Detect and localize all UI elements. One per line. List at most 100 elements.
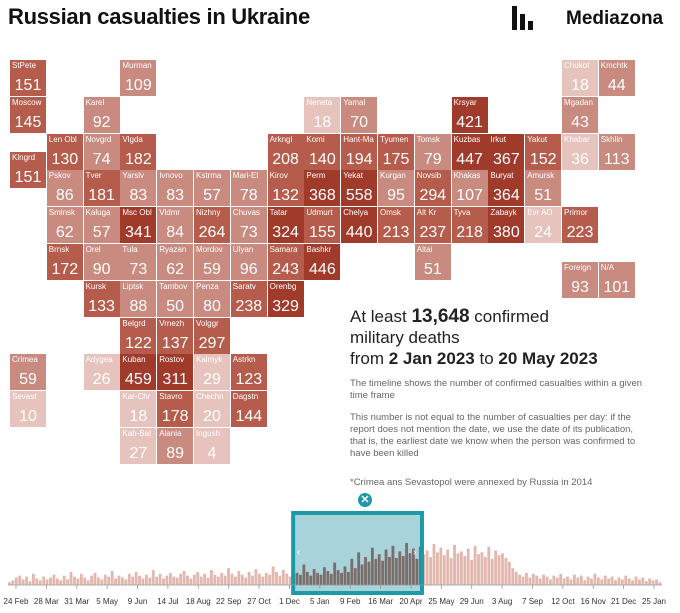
region-cell[interactable]: Tambov 50 (157, 280, 194, 317)
region-cell[interactable]: Alt Kr 237 (414, 207, 451, 244)
region-cell[interactable]: Belgrd 122 (120, 317, 157, 354)
region-cell[interactable]: Khakas 107 (451, 170, 488, 207)
region-cell[interactable]: Smlnsk 62 (46, 207, 83, 244)
region-cell[interactable]: Foreign 93 (562, 262, 598, 299)
region-cell[interactable]: Krsyar 421 (451, 96, 488, 133)
region-cell[interactable]: Penza 80 (194, 280, 230, 317)
region-cell[interactable]: Kirov 132 (267, 170, 304, 207)
region-cell[interactable]: Yakut 152 (525, 133, 562, 170)
region-cell[interactable]: Liptsk 88 (120, 280, 157, 317)
region-cell[interactable]: Klngrd 151 (10, 152, 46, 188)
region-cell[interactable]: Novsib 294 (414, 170, 451, 207)
region-value: 367 (493, 150, 520, 168)
region-cell[interactable]: Irkut 367 (488, 133, 525, 170)
close-icon[interactable]: ✕ (358, 493, 372, 507)
region-cell[interactable]: Tver 181 (83, 170, 120, 207)
region-cell[interactable]: Chukot 18 (562, 60, 598, 96)
timeline-bar (55, 578, 59, 585)
region-cell[interactable]: Tatar 324 (267, 207, 304, 244)
timeline-bar (141, 578, 145, 585)
region-cell[interactable]: Kmchtk 44 (598, 60, 635, 96)
selection-right-handle-icon[interactable]: › (413, 547, 416, 558)
selection-frame[interactable] (291, 511, 424, 595)
region-cell[interactable]: Khabar 36 (562, 133, 598, 170)
region-cell[interactable]: Msc Obl 341 (120, 207, 157, 244)
region-cell[interactable]: Pskov 86 (46, 170, 83, 207)
region-cell[interactable]: Tomsk 79 (414, 133, 451, 170)
region-cell[interactable]: Mgadan 43 (562, 96, 598, 133)
region-cell[interactable]: Yamal 70 (341, 96, 378, 133)
region-cell[interactable]: Kursk 133 (83, 280, 120, 317)
region-cell[interactable]: Amursk 51 (525, 170, 562, 207)
region-cell[interactable]: Primor 223 (562, 207, 598, 244)
region-cell[interactable]: Stavro 178 (157, 391, 194, 428)
region-cell[interactable]: Kar-Chr 18 (120, 391, 157, 428)
region-cell[interactable]: Adygea 26 (83, 354, 120, 391)
region-cell[interactable]: Brnsk 172 (46, 244, 83, 280)
region-cell[interactable]: Kuban 459 (120, 354, 157, 391)
region-cell[interactable]: Kstrma 57 (194, 170, 230, 207)
timeline-bar (634, 576, 638, 585)
region-cell[interactable]: Komi 140 (304, 133, 341, 170)
region-cell[interactable]: Dagstn 144 (230, 391, 267, 428)
region-cell[interactable]: Udmurt 155 (304, 207, 341, 244)
region-cell[interactable]: Buryat 364 (488, 170, 525, 207)
region-cell[interactable]: Kaluga 57 (83, 207, 120, 244)
region-cell[interactable]: StPete 151 (10, 60, 46, 96)
region-label: Evr AO (527, 208, 553, 218)
region-cell[interactable]: Kab-Bal 27 (120, 428, 157, 464)
region-cell[interactable]: Mari-El 78 (230, 170, 267, 207)
timeline-bar (514, 571, 518, 585)
region-cell[interactable]: Nizhny 264 (194, 207, 230, 244)
region-cell[interactable]: Murman 109 (120, 60, 157, 96)
region-cell[interactable]: Ryazan 62 (157, 244, 194, 280)
region-cell[interactable]: Orenbg 329 (267, 280, 304, 317)
region-cell[interactable]: Neneta 18 (304, 96, 341, 133)
region-cell[interactable]: Samara 243 (267, 244, 304, 280)
selection-left-handle-icon[interactable]: ‹ (297, 547, 300, 558)
region-cell[interactable]: Tula 73 (120, 244, 157, 280)
region-cell[interactable]: Kalmyk 29 (194, 354, 230, 391)
region-cell[interactable]: Kurgan 95 (378, 170, 414, 207)
region-cell[interactable]: Altai 51 (414, 244, 451, 280)
region-cell[interactable]: Vlgda 182 (120, 133, 157, 170)
region-cell[interactable]: Rostov 311 (157, 354, 194, 391)
region-cell[interactable]: Evr AO 24 (525, 207, 562, 244)
region-cell[interactable]: Novgrd 74 (83, 133, 120, 170)
region-cell[interactable]: Volggr 297 (194, 317, 230, 354)
region-cell[interactable]: Yekat 558 (341, 170, 378, 207)
region-cell[interactable]: Kuzbas 447 (451, 133, 488, 170)
region-label: Karel (85, 97, 105, 107)
region-cell[interactable]: Hant-Ma 194 (341, 133, 378, 170)
region-cell[interactable]: Perm 368 (304, 170, 341, 207)
region-cell[interactable]: Len Obl 130 (46, 133, 83, 170)
region-cell[interactable]: Vldmr 84 (157, 207, 194, 244)
region-cell[interactable]: Alania 89 (157, 428, 194, 464)
region-cell[interactable]: Chuvas 73 (230, 207, 267, 244)
region-cell[interactable]: Arkngl 208 (267, 133, 304, 170)
region-cell[interactable]: Tyva 218 (451, 207, 488, 244)
region-cell[interactable]: Saratv 238 (230, 280, 267, 317)
region-cell[interactable]: Orel 90 (83, 244, 120, 280)
region-cell[interactable]: Tyumen 175 (378, 133, 414, 170)
region-cell[interactable]: Astrkn 123 (230, 354, 267, 391)
region-cell[interactable]: Karel 92 (83, 96, 120, 133)
region-cell[interactable]: Crimea 59 (10, 354, 46, 391)
region-value: 447 (456, 150, 483, 168)
region-cell[interactable]: Bashkr 446 (304, 244, 341, 280)
region-cell[interactable]: Sevast 10 (10, 391, 46, 428)
region-cell[interactable]: Vrnezh 137 (157, 317, 194, 354)
region-cell[interactable]: Chechn 20 (194, 391, 230, 428)
region-cell[interactable]: Mordov 59 (194, 244, 230, 280)
region-cell[interactable]: Zabayk 380 (488, 207, 525, 244)
region-cell[interactable]: Skhlin 113 (598, 133, 635, 170)
region-cell[interactable]: Yarslv 83 (120, 170, 157, 207)
region-cell[interactable]: Chelya 440 (341, 207, 378, 244)
region-cell[interactable]: Moscow 145 (10, 96, 46, 133)
casualty-timeline[interactable]: ‹ › 24 Feb 28 Mar 31 Mar 5 May 9 Jun 14 Jul 18 A… (0, 505, 680, 613)
region-cell[interactable]: Ingush 4 (194, 428, 230, 464)
region-cell[interactable]: Ivnovo 83 (157, 170, 194, 207)
region-cell[interactable]: Omsk 213 (378, 207, 414, 244)
region-cell[interactable]: N/A 101 (598, 262, 635, 299)
region-cell[interactable]: Ulyan 96 (230, 244, 267, 280)
